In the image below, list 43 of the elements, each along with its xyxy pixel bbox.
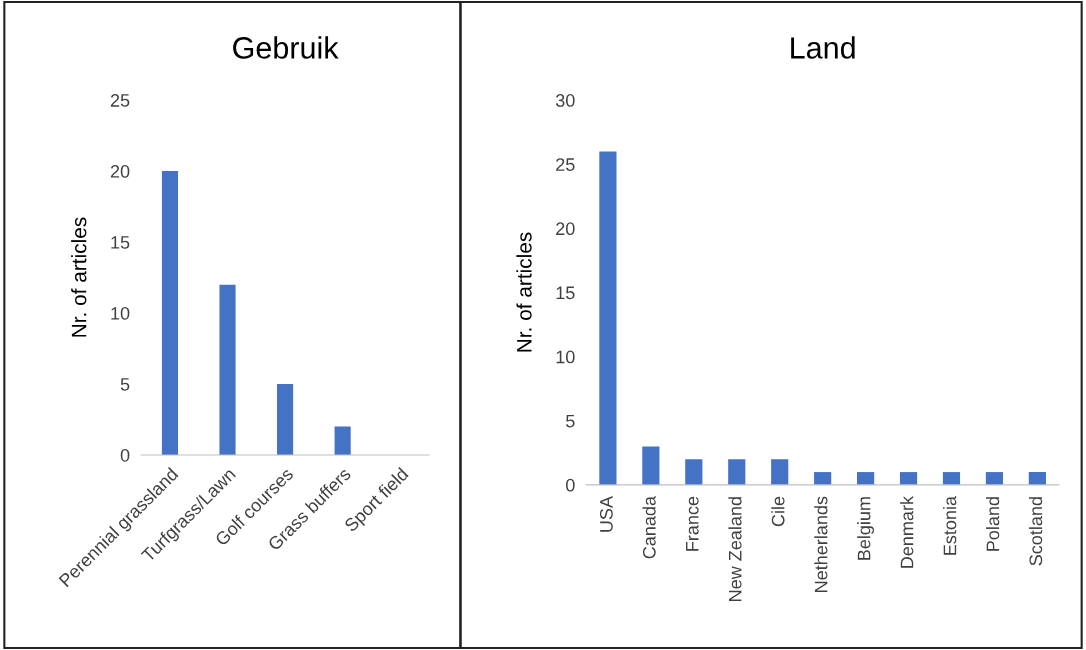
y-tick-label: 25 xyxy=(556,158,575,171)
x-tick-label: New Zealand xyxy=(728,497,742,601)
bar xyxy=(985,472,1004,485)
bar xyxy=(899,472,918,485)
x-tick-label: Poland xyxy=(986,497,1000,551)
bar xyxy=(685,459,703,485)
bar xyxy=(1028,472,1046,485)
bar xyxy=(161,171,179,455)
bar xyxy=(334,426,351,455)
bar xyxy=(277,384,294,455)
bar xyxy=(728,459,746,485)
y-tick-label: 5 xyxy=(566,414,575,428)
x-tick-label: Scotland xyxy=(1028,497,1043,566)
y-tick-label: 10 xyxy=(556,350,575,364)
x-tick-label: Belgium xyxy=(857,497,875,560)
y-tick-label: 10 xyxy=(111,306,130,320)
y-tick-label: 0 xyxy=(120,448,130,462)
x-tick-label: Denmark xyxy=(900,495,914,568)
x-tick-label: USA xyxy=(599,496,613,532)
bar xyxy=(219,284,236,455)
bar xyxy=(599,151,617,485)
chart-title: Gebruik xyxy=(233,36,339,59)
bar xyxy=(942,472,961,485)
x-tick-label: Cile xyxy=(771,496,785,527)
x-tick-label: Estonia xyxy=(943,496,957,555)
y-axis-title: Nr. of articles xyxy=(516,232,532,352)
y-tick-label: 30 xyxy=(555,94,575,107)
y-tick-label: 20 xyxy=(110,165,130,178)
y-tick-label: 20 xyxy=(556,222,575,236)
y-tick-label: 15 xyxy=(111,236,130,249)
x-tick-label: France xyxy=(686,496,699,551)
y-tick-label: 25 xyxy=(110,94,130,107)
bar xyxy=(857,472,875,485)
x-tick-label: Canada xyxy=(642,496,656,559)
bar xyxy=(642,446,660,485)
x-tick-label: Netherlands xyxy=(814,496,828,592)
bar xyxy=(814,472,832,485)
y-tick-label: 5 xyxy=(120,378,130,391)
y-tick-label: 15 xyxy=(556,286,575,300)
chart-title: Land xyxy=(791,36,855,59)
y-tick-label: 0 xyxy=(565,478,575,492)
bar xyxy=(771,459,789,485)
y-axis-title: Nr. of articles xyxy=(71,217,87,337)
